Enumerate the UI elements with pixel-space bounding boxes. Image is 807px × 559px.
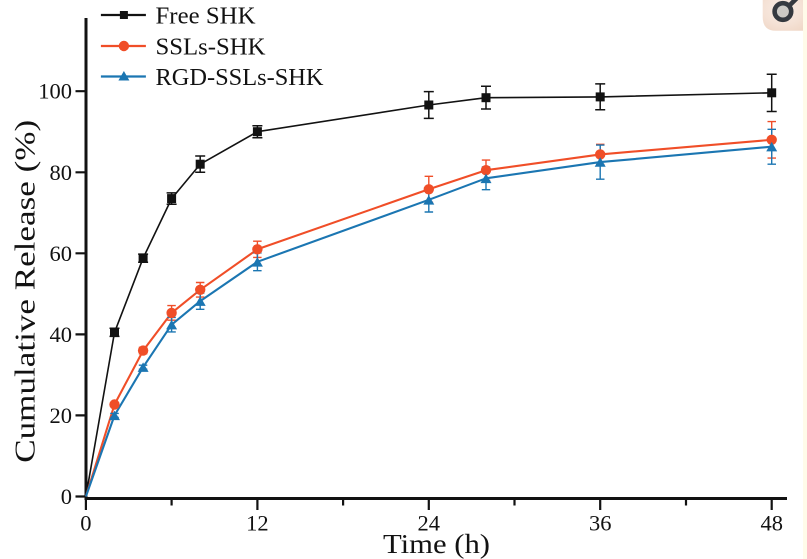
svg-text:0: 0 bbox=[61, 484, 72, 509]
svg-text:20: 20 bbox=[50, 403, 73, 428]
svg-text:0: 0 bbox=[80, 511, 91, 536]
svg-text:Cumulative Release (%): Cumulative Release (%) bbox=[10, 120, 42, 463]
svg-text:24: 24 bbox=[418, 511, 441, 536]
svg-text:36: 36 bbox=[589, 511, 612, 536]
svg-text:SSLs-SHK: SSLs-SHK bbox=[156, 35, 267, 61]
svg-text:60: 60 bbox=[50, 241, 73, 266]
svg-text:40: 40 bbox=[50, 322, 73, 347]
svg-text:48: 48 bbox=[760, 511, 783, 536]
svg-text:12: 12 bbox=[246, 511, 269, 536]
svg-text:80: 80 bbox=[50, 160, 73, 185]
svg-text:RGD-SSLs-SHK: RGD-SSLs-SHK bbox=[156, 65, 325, 91]
svg-text:100: 100 bbox=[38, 79, 72, 104]
svg-text:Time (h): Time (h) bbox=[383, 528, 490, 559]
svg-text:Free SHK: Free SHK bbox=[156, 4, 257, 30]
